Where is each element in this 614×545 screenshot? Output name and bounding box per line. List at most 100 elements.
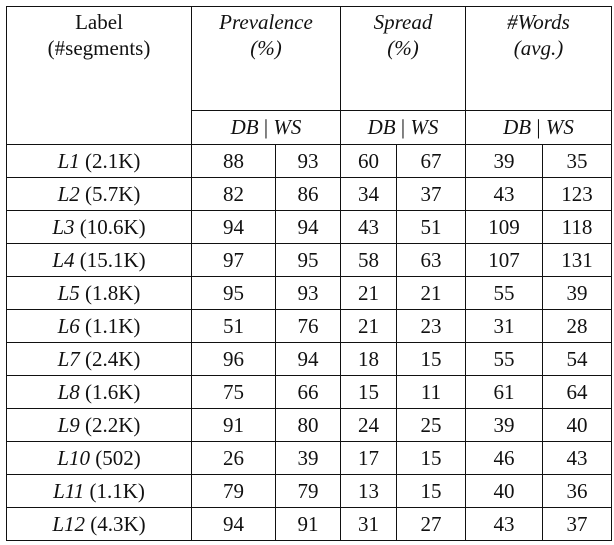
group-unit: (avg.) (513, 36, 564, 60)
table-row: L6 (1.1K) 51 76 21 23 31 28 (6, 309, 612, 343)
table-cell: 11 (396, 375, 466, 409)
table-cell: 39 (465, 408, 543, 442)
group-name: Prevalence (219, 10, 313, 34)
table-row: L11 (1.1K) 79 79 13 15 40 36 (6, 474, 612, 508)
table-cell: 60 (340, 144, 397, 178)
row-label: L1 (2.1K) (6, 144, 192, 178)
table-cell: 95 (275, 243, 341, 277)
group-name: Spread (373, 10, 433, 34)
table-cell: 94 (191, 210, 276, 244)
table-cell: 54 (542, 342, 612, 376)
table-cell: 63 (396, 243, 466, 277)
row-label: L6 (1.1K) (6, 309, 192, 343)
table-cell: 39 (465, 144, 543, 178)
table-cell: 21 (396, 276, 466, 310)
table-cell: 79 (191, 474, 276, 508)
table-cell: 123 (542, 177, 612, 211)
table-cell: 37 (542, 507, 612, 541)
subheader: DB | WS (465, 110, 612, 145)
table-cell: 31 (340, 507, 397, 541)
table-cell: 55 (465, 276, 543, 310)
row-label: L8 (1.6K) (6, 375, 192, 409)
table-cell: 15 (396, 342, 466, 376)
table-cell: 39 (542, 276, 612, 310)
table-cell: 97 (191, 243, 276, 277)
table-cell: 24 (340, 408, 397, 442)
row-label: L10 (502) (6, 441, 192, 475)
table-cell: 61 (465, 375, 543, 409)
table-cell: 40 (465, 474, 543, 508)
table-row: L8 (1.6K) 75 66 15 11 61 64 (6, 375, 612, 409)
table-cell: 17 (340, 441, 397, 475)
table-cell: 39 (275, 441, 341, 475)
table-row: L5 (1.8K) 95 93 21 21 55 39 (6, 276, 612, 310)
table-cell: 23 (396, 309, 466, 343)
table-cell: 31 (465, 309, 543, 343)
table-cell: 35 (542, 144, 612, 178)
table-cell: 21 (340, 276, 397, 310)
table-cell: 94 (275, 342, 341, 376)
table-cell: 51 (396, 210, 466, 244)
row-label: L3 (10.6K) (6, 210, 192, 244)
table-cell: 36 (542, 474, 612, 508)
table-cell: 40 (542, 408, 612, 442)
table-cell: 118 (542, 210, 612, 244)
table-cell: 21 (340, 309, 397, 343)
table-cell: 67 (396, 144, 466, 178)
row-label: L5 (1.8K) (6, 276, 192, 310)
row-label: L7 (2.4K) (6, 342, 192, 376)
table-cell: 93 (275, 276, 341, 310)
table-row: L9 (2.2K) 91 80 24 25 39 40 (6, 408, 612, 442)
table-cell: 86 (275, 177, 341, 211)
subheader: DB | WS (191, 110, 341, 145)
table-cell: 107 (465, 243, 543, 277)
table-cell: 66 (275, 375, 341, 409)
table-row: L2 (5.7K) 82 86 34 37 43 123 (6, 177, 612, 211)
table-cell: 94 (275, 210, 341, 244)
group-unit: (%) (387, 36, 419, 60)
table-cell: 91 (275, 507, 341, 541)
table-cell: 88 (191, 144, 276, 178)
table-cell: 43 (465, 177, 543, 211)
prevalence-header: Prevalence (%) (191, 6, 341, 111)
table-cell: 43 (465, 507, 543, 541)
table-row: L3 (10.6K) 94 94 43 51 109 118 (6, 210, 612, 244)
subheader: DB | WS (340, 110, 466, 145)
table-cell: 43 (542, 441, 612, 475)
table-row: L12 (4.3K) 94 91 31 27 43 37 (6, 507, 612, 541)
table-cell: 51 (191, 309, 276, 343)
table-cell: 82 (191, 177, 276, 211)
table-cell: 64 (542, 375, 612, 409)
table-cell: 18 (340, 342, 397, 376)
table-cell: 25 (396, 408, 466, 442)
row-label: L2 (5.7K) (6, 177, 192, 211)
spread-header: Spread (%) (340, 6, 466, 111)
table-cell: 43 (340, 210, 397, 244)
label-header: Label (#segments) (6, 6, 192, 145)
row-label: L9 (2.2K) (6, 408, 192, 442)
group-name: #Words (507, 10, 570, 34)
subheader-row: DB | WS DB | WS DB | WS (7, 110, 612, 145)
row-label: L11 (1.1K) (6, 474, 192, 508)
table-cell: 27 (396, 507, 466, 541)
table-cell: 15 (396, 441, 466, 475)
table-cell: 15 (396, 474, 466, 508)
table-cell: 95 (191, 276, 276, 310)
table-cell: 75 (191, 375, 276, 409)
table-cell: 28 (542, 309, 612, 343)
label-header-text: Label (75, 10, 123, 34)
table-cell: 34 (340, 177, 397, 211)
table-cell: 46 (465, 441, 543, 475)
row-label: L12 (4.3K) (6, 507, 192, 541)
table-cell: 79 (275, 474, 341, 508)
header-row: Label (#segments) Prevalence (%) Spread (%)… (6, 6, 612, 145)
table-cell: 13 (340, 474, 397, 508)
table-row: L1 (2.1K) 88 93 60 67 39 35 (6, 144, 612, 178)
table-cell: 15 (340, 375, 397, 409)
table-cell: 91 (191, 408, 276, 442)
table-cell: 76 (275, 309, 341, 343)
table-cell: 58 (340, 243, 397, 277)
words-header: #Words (avg.) (465, 6, 612, 111)
row-label: L4 (15.1K) (6, 243, 192, 277)
group-unit: (%) (250, 36, 282, 60)
